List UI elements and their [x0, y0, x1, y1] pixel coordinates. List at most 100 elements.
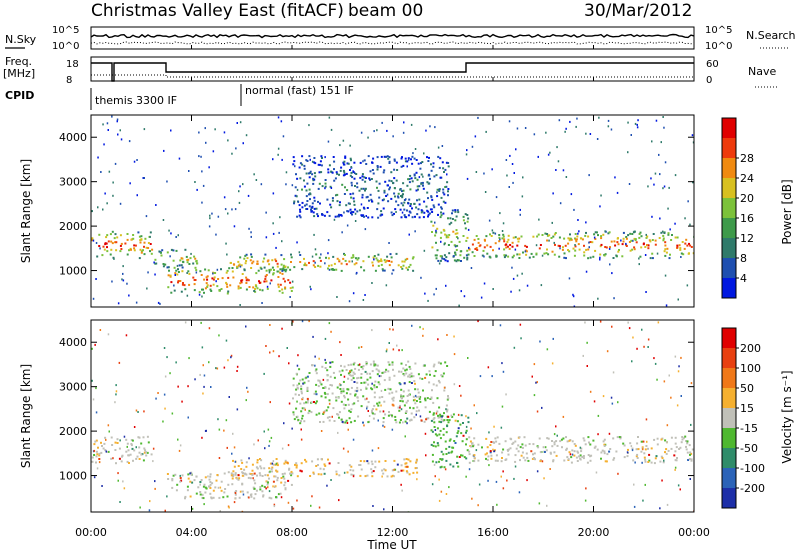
power-y-axis: 1000 2000 3000 4000	[59, 131, 694, 278]
velocity-scale-tick-6: -100	[740, 462, 765, 475]
x-tick-2: 08:00	[276, 526, 308, 539]
x-tick-0: 00:00	[75, 526, 107, 539]
power-color-scale: 4 8 12 16 20 24 28	[721, 117, 754, 299]
power-scale-swatch-0	[722, 278, 736, 298]
power-scale-tick-3: 16	[740, 212, 754, 225]
power-scatter	[91, 115, 694, 307]
velocity-y-axis: 1000 2000 3000 4000	[59, 336, 694, 483]
cpid-label: CPID	[5, 89, 34, 102]
velocity-scale-swatch-3	[722, 428, 736, 448]
x-tick-6: 00:00	[678, 526, 710, 539]
velocity-scale-tick-5: -50	[740, 442, 758, 455]
velocity-heatmap	[91, 320, 694, 512]
power-scale-swatch-4	[722, 198, 736, 218]
power-feature-3	[229, 252, 415, 273]
noise-left-tick-bottom: 10^0	[52, 41, 79, 52]
noise-left-label: N.Sky	[5, 33, 37, 46]
power-scale-tick-6: 28	[740, 152, 754, 165]
noise-left-tick-top: 10^5	[52, 25, 79, 36]
power-feature-0	[91, 230, 154, 260]
velocity-scale-swatch-4	[722, 408, 736, 428]
power-heatmap	[91, 115, 694, 307]
velocity-scale-swatch-8	[722, 328, 736, 348]
date-label: 30/Mar/2012	[584, 1, 692, 21]
noise-search-line	[90, 41, 695, 45]
velocity-feature-5	[468, 435, 694, 465]
power-feature-6	[468, 230, 694, 260]
velocity-scale-tick-2: 50	[740, 382, 754, 395]
power-panel-frame	[90, 114, 695, 308]
power-scale-swatch-2	[722, 238, 736, 258]
power-scale-swatch-5	[722, 178, 736, 198]
power-scale-tick-4: 20	[740, 192, 754, 205]
freq-right-tick-top: 60	[706, 59, 719, 70]
power-scale-tick-5: 24	[740, 172, 754, 185]
figure-title: Christmas Valley East (fitACF)	[91, 1, 344, 21]
power-scale-swatch-6	[722, 158, 736, 178]
noise-right-tick-bottom: 10^0	[705, 41, 732, 52]
freq-left-tick-bottom: 8	[66, 75, 72, 86]
nave-label: Nave	[748, 65, 776, 78]
noise-right-tick-top: 10^5	[705, 25, 732, 36]
velocity-scale-label: Velocity [m s⁻¹]	[780, 370, 794, 463]
power-scale-swatch-7	[722, 138, 736, 158]
x-tick-5: 20:00	[578, 526, 610, 539]
velocity-y-tick-1: 2000	[59, 425, 87, 438]
velocity-scale-tick-1: 100	[740, 362, 761, 375]
velocity-color-scale: 200 100 50 15 -15 -50 -100 -200	[721, 327, 765, 509]
velocity-scale-tick-3: 15	[740, 402, 754, 415]
velocity-y-label: Slant Range [km]	[19, 364, 33, 468]
velocity-scatter	[91, 320, 694, 512]
nave-line	[91, 74, 694, 78]
x-tick-4: 16:00	[477, 526, 509, 539]
velocity-feature-0	[91, 435, 153, 465]
power-feature-1	[149, 248, 199, 268]
x-axis: 00:00 04:00 08:00 12:00 16:00 20:00 00:00	[75, 45, 710, 539]
noise-sky-line	[90, 33, 695, 39]
velocity-scale-swatch-5	[722, 388, 736, 408]
velocity-y-tick-2: 3000	[59, 381, 87, 394]
velocity-feature-4	[430, 413, 470, 469]
velocity-scale-tick-7: -200	[740, 482, 765, 495]
power-y-tick-2: 3000	[59, 176, 87, 189]
power-scale-tick-1: 8	[740, 252, 747, 265]
power-scale-swatch-3	[722, 218, 736, 238]
velocity-feature-3	[292, 360, 450, 425]
power-scale-swatch-8	[722, 118, 736, 138]
cpid-segment-2: normal (fast) 151 IF	[245, 84, 354, 97]
power-y-label: Slant Range [km]	[19, 159, 33, 263]
power-y-tick-0: 1000	[59, 265, 87, 278]
velocity-y-tick-3: 4000	[59, 336, 87, 349]
power-scale-tick-2: 12	[740, 232, 754, 245]
noise-right-label: N.Search	[746, 29, 796, 42]
x-tick-3: 12:00	[377, 526, 409, 539]
velocity-scale-swatch-1	[722, 468, 736, 488]
freq-left-tick-top: 18	[66, 59, 79, 70]
cpid-segment-1: themis 3300 IF	[95, 94, 177, 107]
velocity-feature-2	[230, 458, 419, 478]
velocity-scale-tick-4: -15	[740, 422, 758, 435]
velocity-scale-swatch-2	[722, 448, 736, 468]
power-scale-label: Power [dB]	[780, 179, 794, 244]
power-y-tick-3: 4000	[59, 131, 87, 144]
velocity-scale-tick-0: 200	[740, 342, 761, 355]
freq-label-1: Freq.	[5, 55, 32, 68]
power-feature-4	[292, 155, 450, 219]
power-scale-tick-0: 4	[740, 272, 747, 285]
freq-right-tick-bottom: 0	[706, 75, 712, 86]
x-tick-1: 04:00	[176, 526, 208, 539]
velocity-feature-1	[166, 471, 294, 500]
freq-label-2: [MHz]	[3, 67, 35, 80]
velocity-scale-swatch-0	[722, 488, 736, 508]
beam-label: beam 00	[348, 1, 423, 21]
power-feature-2	[166, 266, 294, 295]
x-axis-label: Time UT	[366, 538, 417, 552]
power-scale-swatch-1	[722, 258, 736, 278]
freq-line	[91, 62, 694, 82]
velocity-y-tick-0: 1000	[59, 470, 87, 483]
velocity-scale-swatch-6	[722, 368, 736, 388]
velocity-scale-swatch-7	[722, 348, 736, 368]
power-feature-5	[430, 209, 470, 263]
power-y-tick-1: 2000	[59, 220, 87, 233]
